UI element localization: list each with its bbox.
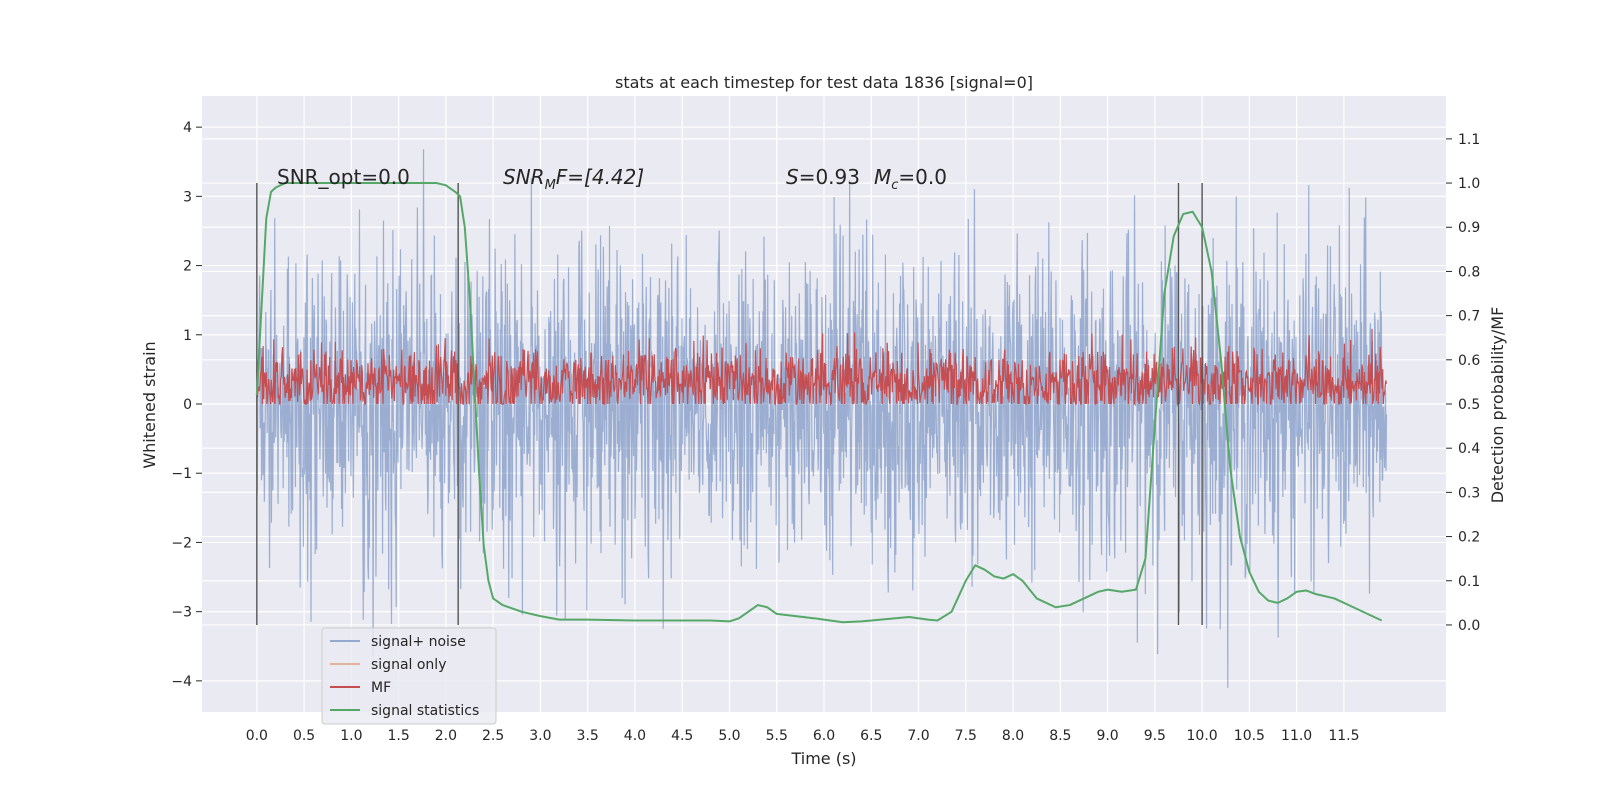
- y-right-tick-label: 0.3: [1458, 485, 1480, 501]
- x-tick-label: 9.5: [1144, 728, 1166, 744]
- y-right-tick-label: 0.1: [1458, 574, 1480, 590]
- signal-statistics-series: [255, 182, 1383, 624]
- legend-box: [321, 627, 497, 725]
- y-left-tick-label: −4: [171, 674, 192, 690]
- legend: signal+ noise signal only MF signal stat…: [321, 627, 497, 725]
- snr-mf-prefix: SNR: [503, 165, 545, 189]
- y-axis-left-label: Whitened strain: [140, 341, 159, 468]
- x-tick-label: 4.0: [624, 728, 646, 744]
- x-tick-label: 9.0: [1096, 728, 1118, 744]
- x-tick-label: 1.0: [340, 728, 362, 744]
- mc-value: =0.0: [898, 165, 947, 189]
- x-tick-label: 3.0: [529, 728, 551, 744]
- y-left-tick-label: 0: [183, 397, 192, 413]
- x-tick-label: 1.5: [387, 728, 409, 744]
- y-right-tick-label: 0.9: [1458, 220, 1480, 236]
- x-tick-label: 2.5: [482, 728, 504, 744]
- y-right-tick-label: 1.0: [1458, 176, 1480, 192]
- x-tick-label: 7.5: [955, 728, 977, 744]
- y-right-tick-label: 0.7: [1458, 309, 1480, 325]
- y-axis-right-ticks: 0.0 0.1 0.2 0.3 0.4 0.5 0.6 0.7 0.8 0.9 1.0 1.1: [1446, 132, 1480, 634]
- y-left-tick-label: 1: [183, 328, 192, 344]
- y-axis-left-ticks: −4 −3 −2 −1 0 1 2 3 4: [171, 120, 202, 690]
- y-left-tick-label: 2: [183, 259, 192, 275]
- x-tick-label: 10.0: [1187, 728, 1218, 744]
- y-right-tick-label: 0.8: [1458, 264, 1480, 280]
- y-left-tick-label: 3: [183, 189, 192, 205]
- x-tick-label: 3.5: [577, 728, 599, 744]
- x-tick-label: 0.0: [246, 728, 268, 744]
- x-tick-label: 4.5: [671, 728, 693, 744]
- x-tick-label: 6.0: [813, 728, 835, 744]
- mc-sub: c: [891, 178, 898, 193]
- x-tick-label: 2.0: [435, 728, 457, 744]
- mc-label: M: [874, 165, 891, 189]
- x-tick-label: 7.0: [907, 728, 929, 744]
- x-tick-label: 8.0: [1002, 728, 1024, 744]
- y-left-tick-label: 4: [183, 120, 192, 136]
- x-axis-ticks: 0.0 0.5 1.0 1.5 2.0 2.5 3.0 3.5 4.0 4.5 5.0 5.5 6.0 6…: [246, 728, 1360, 744]
- snr-mf-sub: M: [545, 178, 556, 193]
- x-axis-label: Time (s): [790, 749, 856, 768]
- annotation-snr-opt: SNR_opt=0.0: [277, 165, 410, 189]
- signal-statistics-line: [255, 182, 1383, 624]
- legend-label-signal-only: signal only: [371, 657, 446, 673]
- y-right-tick-label: 0.4: [1458, 441, 1480, 457]
- annotation-snr-mf: SNRMF=[4.42]: [503, 165, 644, 193]
- legend-label-signal-noise: signal+ noise: [371, 634, 466, 650]
- x-tick-label: 11.0: [1281, 728, 1312, 744]
- y-right-tick-label: 0.2: [1458, 530, 1480, 546]
- legend-label-mf: MF: [371, 680, 391, 696]
- y-left-tick-label: −1: [171, 466, 192, 482]
- y-left-tick-label: −3: [171, 605, 192, 621]
- x-tick-label: 5.5: [766, 728, 788, 744]
- x-tick-label: 5.0: [718, 728, 740, 744]
- vertical-markers: [256, 183, 1203, 625]
- legend-label-statistics: signal statistics: [371, 703, 479, 719]
- chart-title: stats at each timestep for test data 183…: [615, 73, 1033, 92]
- s-value: =0.93: [799, 165, 860, 189]
- mf-line: [256, 328, 1388, 406]
- x-tick-label: 8.5: [1049, 728, 1071, 744]
- annotation-s-mc: S=0.93 Mc=0.0: [786, 165, 947, 193]
- y-left-tick-label: −2: [171, 535, 192, 551]
- x-tick-label: 10.5: [1234, 728, 1265, 744]
- y-right-tick-label: 0.0: [1458, 618, 1480, 634]
- x-tick-label: 0.5: [293, 728, 315, 744]
- s-label: S: [786, 165, 799, 189]
- mf-series: [256, 328, 1388, 406]
- y-right-tick-label: 1.1: [1458, 132, 1480, 148]
- x-tick-label: 11.5: [1328, 728, 1359, 744]
- x-tick-label: 6.5: [860, 728, 882, 744]
- y-right-tick-label: 0.5: [1458, 397, 1480, 413]
- y-axis-right-label: Detection probability/MF: [1488, 307, 1507, 504]
- y-right-tick-label: 0.6: [1458, 353, 1480, 369]
- snr-mf-suffix: F=[4.42]: [556, 165, 644, 189]
